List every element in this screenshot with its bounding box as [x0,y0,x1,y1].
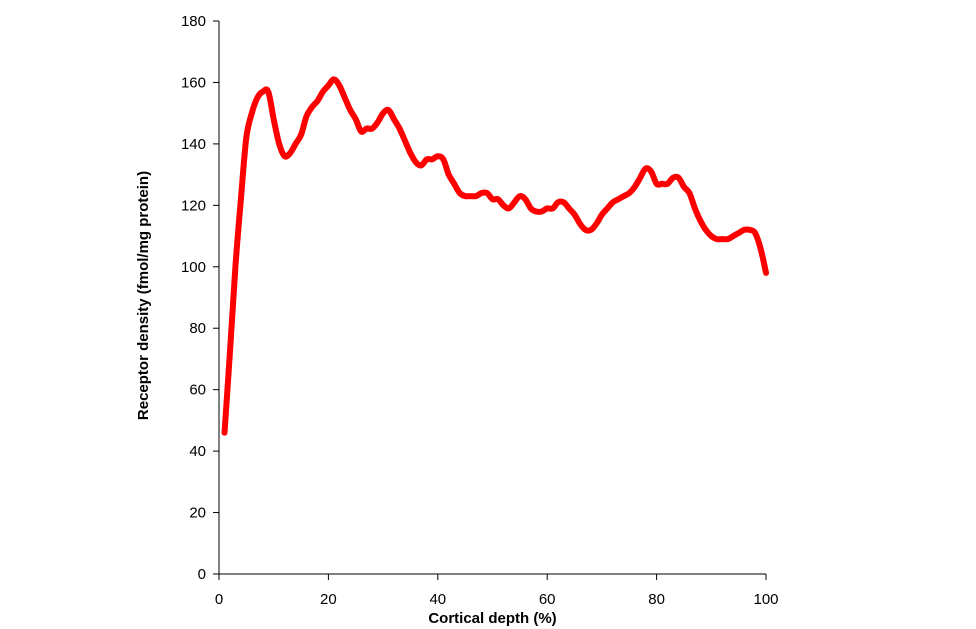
y-tick-label: 20 [189,505,206,522]
y-tick-label: 40 [189,443,206,460]
series-line [221,76,769,436]
x-axis-title: Cortical depth (%) [428,610,556,627]
x-tick-label: 40 [429,591,446,608]
y-tick-label: 120 [181,197,206,214]
x-tick-label: 60 [539,591,556,608]
y-tick-label: 160 [181,74,206,91]
y-tick-label: 80 [189,320,206,337]
y-tick-label: 100 [181,259,206,276]
x-tick-label: 0 [215,591,223,608]
x-tick-label: 20 [320,591,337,608]
y-axis-ticks: 0 20 40 60 80 100 120 140 160 180 [181,13,219,583]
x-tick-label: 80 [648,591,665,608]
y-tick-label: 60 [189,382,206,399]
x-axis-ticks: 0 20 40 60 80 100 [215,574,779,608]
x-tick-label: 100 [753,591,778,608]
y-tick-label: 180 [181,13,206,30]
y-axis-title: Receptor density (fmol/mg protein) [135,171,152,420]
y-tick-label: 0 [198,566,206,583]
y-tick-label: 140 [181,136,206,153]
